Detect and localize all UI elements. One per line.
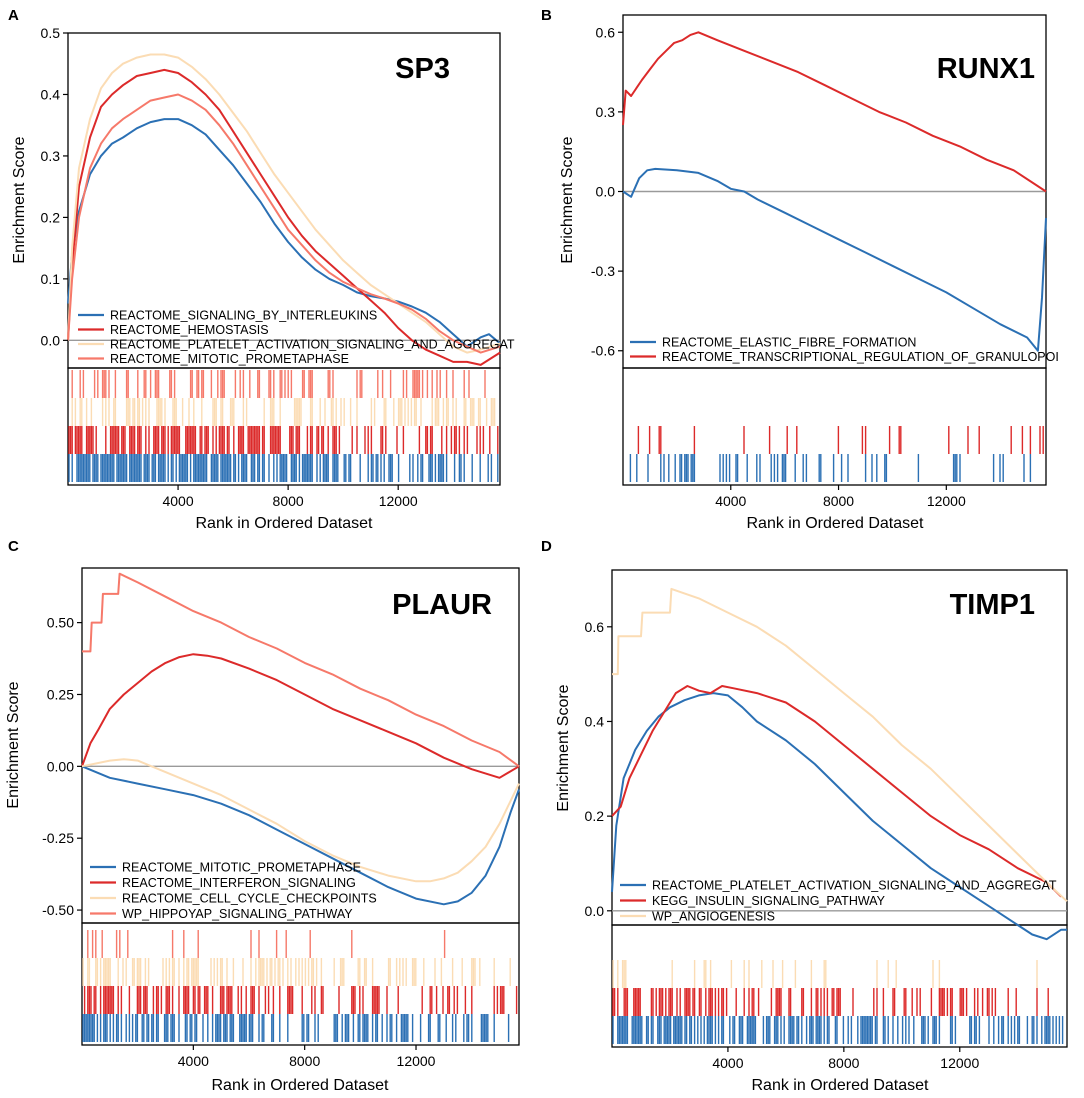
y-tick-label: 0.4 xyxy=(41,86,61,102)
x-tick-label: 8000 xyxy=(289,1053,320,1069)
x-tick-label: 12000 xyxy=(940,1055,979,1071)
legend-label: REACTOME_PLATELET_ACTIVATION_SIGNALING_A… xyxy=(110,338,515,352)
y-tick-label: 0.25 xyxy=(47,686,74,702)
y-axis-label: Enrichment Score xyxy=(5,681,22,808)
panel-letter: B xyxy=(541,7,552,24)
hit-row-1 xyxy=(87,930,446,958)
hit-row-2 xyxy=(629,454,1032,482)
series-line-2 xyxy=(81,653,520,779)
series-line-3 xyxy=(81,758,520,883)
y-axis-label: Enrichment Score xyxy=(559,136,576,263)
legend-label: REACTOME_MITOTIC_PROMETAPHASE xyxy=(110,352,349,366)
series-line-3 xyxy=(67,53,501,354)
hit-barcode-frame xyxy=(67,367,501,486)
panel-title: PLAUR xyxy=(392,589,492,621)
y-tick-label: 0.3 xyxy=(596,104,616,120)
panel-title: SP3 xyxy=(395,53,450,85)
hit-row-3 xyxy=(83,986,518,1014)
panel-letter: A xyxy=(8,7,19,24)
legend-label: REACTOME_TRANSCRIPTIONAL_REGULATION_OF_G… xyxy=(662,350,1059,364)
series-line-1 xyxy=(611,692,1067,941)
x-axis-label: Rank in Ordered Dataset xyxy=(747,515,925,532)
series-line-1 xyxy=(67,118,501,348)
series-line-1 xyxy=(622,167,1047,352)
enrichment-plot-frame xyxy=(611,569,1068,926)
y-tick-label: -0.3 xyxy=(591,263,615,279)
legend-label: REACTOME_MITOTIC_PROMETAPHASE xyxy=(122,861,361,875)
hit-row-1 xyxy=(612,960,1038,988)
y-tick-label: -0.50 xyxy=(42,902,74,918)
x-tick-label: 4000 xyxy=(162,493,193,509)
legend-label: REACTOME_ELASTIC_FIBRE_FORMATION xyxy=(662,336,916,350)
x-tick-label: 4000 xyxy=(715,493,746,509)
y-tick-label: 0.2 xyxy=(41,209,61,225)
y-tick-label: 0.00 xyxy=(47,758,74,774)
series-line-3 xyxy=(612,587,1068,903)
y-tick-label: 0.0 xyxy=(596,184,616,200)
legend-label: WP_HIPPOYAP_SIGNALING_PATHWAY xyxy=(122,907,353,921)
panel-d: D TIMP1 0.0 0.2 0.4 0.6 4000 8000 12000 REACT… xyxy=(541,538,1068,1094)
series-line-2 xyxy=(622,31,1047,193)
hit-barcode-frame xyxy=(611,924,1068,1048)
y-tick-label: 0.3 xyxy=(41,148,61,164)
series-line-1 xyxy=(81,765,520,906)
y-tick-label: 0.0 xyxy=(585,903,605,919)
hit-row-4 xyxy=(82,1014,510,1042)
hit-row-1 xyxy=(637,426,1044,454)
panel-b: B RUNX1 -0.6-0.30.00.30.6 4000 8000 12000 … xyxy=(541,7,1059,532)
hit-barcode-frame xyxy=(622,367,1047,486)
x-axis-label: Rank in Ordered Dataset xyxy=(212,1077,390,1094)
x-tick-label: 12000 xyxy=(397,1053,436,1069)
x-axis-label: Rank in Ordered Dataset xyxy=(752,1077,930,1094)
series-line-4 xyxy=(67,93,501,354)
y-tick-label: 0.50 xyxy=(47,615,74,631)
y-tick-label: -0.25 xyxy=(42,830,74,846)
panel-c: C PLAUR -0.50 -0.25 0.00 0.25 0.50 4000 8000 1… xyxy=(5,538,520,1094)
y-tick-label: -0.6 xyxy=(591,343,615,359)
y-tick-label: 0.6 xyxy=(585,619,605,635)
panel-letter: D xyxy=(541,538,552,555)
legend-label: REACTOME_INTERFERON_SIGNALING xyxy=(122,876,356,890)
x-tick-label: 8000 xyxy=(828,1055,859,1071)
x-tick-label: 8000 xyxy=(823,493,854,509)
y-tick-label: 0.2 xyxy=(585,808,605,824)
panel-a: A SP3 0.0 0.1 0.2 0.3 0.4 0.5 4000 8000 12000 R… xyxy=(8,7,515,532)
hit-row-3 xyxy=(612,1016,1064,1044)
x-tick-label: 4000 xyxy=(178,1053,209,1069)
legend-label: REACTOME_PLATELET_ACTIVATION_SIGNALING_A… xyxy=(652,879,1057,893)
panel-title: RUNX1 xyxy=(937,53,1035,85)
x-tick-label: 4000 xyxy=(712,1055,743,1071)
hit-barcode-frame xyxy=(81,922,520,1046)
hit-row-3 xyxy=(68,426,499,454)
y-axis-label: Enrichment Score xyxy=(555,684,572,811)
y-tick-label: 0.1 xyxy=(41,271,61,287)
series-line-4 xyxy=(82,572,520,768)
series-line-2 xyxy=(67,68,501,366)
hit-row-2 xyxy=(612,988,1049,1016)
hit-row-2 xyxy=(71,398,496,426)
legend-label: REACTOME_HEMOSTASIS xyxy=(110,323,269,337)
x-axis-label: Rank in Ordered Dataset xyxy=(196,515,374,532)
y-axis-label: Enrichment Score xyxy=(11,136,28,263)
legend-label: WP_ANGIOGENESIS xyxy=(652,910,775,924)
hit-row-1 xyxy=(71,370,486,398)
hit-row-2 xyxy=(82,958,511,986)
y-tick-label: 0.4 xyxy=(585,713,605,729)
y-tick-label: 0.5 xyxy=(41,25,61,41)
legend-label: REACTOME_SIGNALING_BY_INTERLEUKINS xyxy=(110,309,377,323)
hit-row-4 xyxy=(68,454,499,482)
y-tick-label: 0.6 xyxy=(596,24,616,40)
series-line-2 xyxy=(611,685,1062,898)
x-tick-label: 12000 xyxy=(927,493,966,509)
panel-letter: C xyxy=(8,538,19,555)
x-tick-label: 12000 xyxy=(379,493,418,509)
panel-title: TIMP1 xyxy=(950,589,1035,621)
y-tick-label: 0.0 xyxy=(41,332,61,348)
legend-label: REACTOME_CELL_CYCLE_CHECKPOINTS xyxy=(122,892,377,906)
legend-label: KEGG_INSULIN_SIGNALING_PATHWAY xyxy=(652,894,886,908)
x-tick-label: 8000 xyxy=(273,493,304,509)
